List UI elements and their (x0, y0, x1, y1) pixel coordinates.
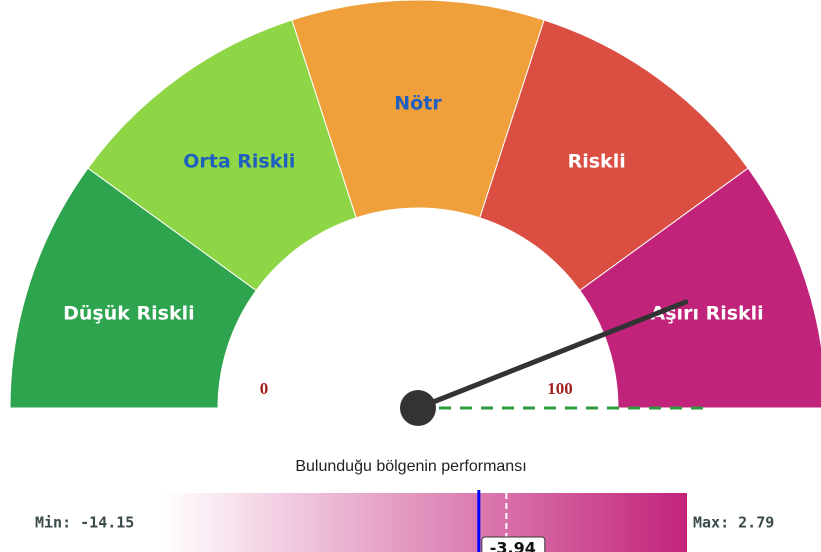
performance-bar (163, 493, 687, 552)
value-box (481, 536, 546, 552)
needle-hub (400, 390, 436, 426)
segment-label: Nötr (394, 93, 442, 115)
segment-label: Orta Riskli (183, 151, 295, 173)
range-label: 0 (260, 379, 269, 398)
range-label: 100 (547, 379, 573, 398)
segment-label: Aşırı Riskli (651, 303, 764, 325)
performance-title: Bulunduğu bölgenin performansı (295, 458, 526, 475)
segment-label: Riskli (568, 151, 626, 173)
value-label: -3.94 (490, 539, 536, 552)
min-label: Min: -14.15 (35, 514, 134, 532)
gauge-segment (579, 167, 821, 409)
gauge-segment (479, 19, 749, 292)
max-label: Max: 2.79 (693, 514, 774, 532)
gauge-segment (291, 0, 545, 219)
gauge-segment (9, 167, 257, 409)
segment-label: Düşük Riskli (63, 303, 195, 325)
gauge-segment (87, 19, 357, 292)
needle (415, 299, 689, 411)
